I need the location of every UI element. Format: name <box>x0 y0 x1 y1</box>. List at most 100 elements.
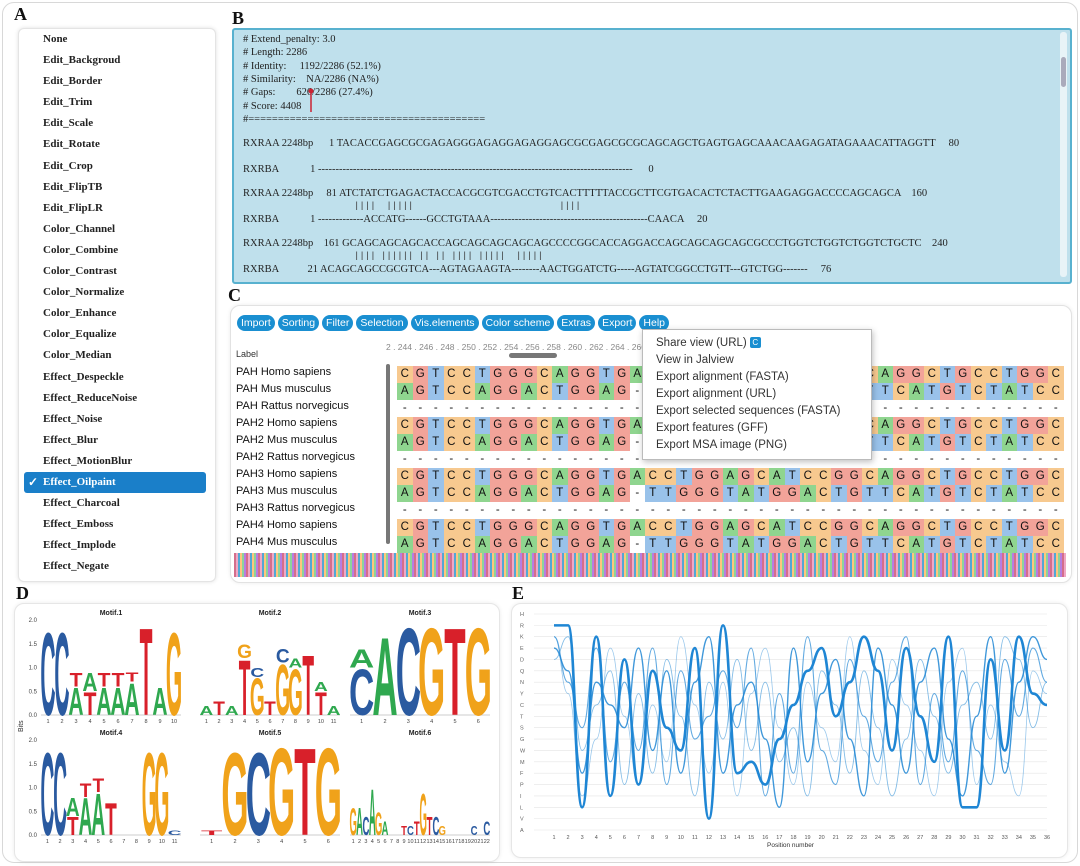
export-menu-item-label: Export alignment (URL) <box>656 388 777 400</box>
y-tick-label: 0.0 <box>29 833 38 839</box>
sequence-label[interactable]: PAH Rattus norvegicus <box>236 400 349 412</box>
residue-cell: A <box>629 519 645 536</box>
effect-menu-item[interactable]: Color_Enhance <box>19 303 215 324</box>
label-divider-handle[interactable] <box>386 364 390 544</box>
export-menu-item[interactable]: Export alignment (URL) <box>643 386 871 403</box>
sequence-label[interactable]: PAH2 Rattus norvegicus <box>236 451 356 463</box>
alignment-output[interactable]: # Extend_penalty: 3.0 # Length: 2286 # Ide… <box>232 28 1072 284</box>
effect-menu-item[interactable]: Color_Normalize <box>19 282 215 303</box>
effect-menu-item[interactable]: Effect_Negate <box>19 556 215 577</box>
toolbar-button[interactable]: Vis.elements <box>410 315 479 331</box>
effect-menu-item[interactable]: Effect_Blur <box>19 430 215 451</box>
sequence-label[interactable]: PAH Mus musculus <box>236 383 332 395</box>
effect-menu-item[interactable]: Edit_Backgroud <box>19 50 215 71</box>
effect-menu-item[interactable]: Color_Equalize <box>19 324 215 345</box>
effect-menu-item[interactable]: Edit_FlipTB <box>19 177 215 198</box>
x-tick-label: 2 <box>60 719 63 725</box>
alignment-query-line: RXRAA 2248bp 81 ATCTATCTGAGACTACCACGCGTC… <box>243 188 928 199</box>
residue-cell: A <box>521 383 537 400</box>
sequence-label[interactable]: PAH2 Homo sapiens <box>236 417 338 429</box>
x-tick-label: 7 <box>637 835 640 841</box>
residue-cell: A <box>769 468 785 485</box>
logo-letter: T <box>112 670 125 691</box>
sequence-label[interactable]: PAH3 Rattus norvegicus <box>236 502 356 514</box>
residue-cell: C <box>536 366 552 383</box>
effect-menu-item[interactable]: ✓ Effect_Oilpaint <box>24 471 206 494</box>
residue-cell: T <box>753 536 769 553</box>
toolbar-button[interactable]: Selection <box>356 315 408 331</box>
export-menu-item[interactable]: Export MSA image (PNG) <box>643 437 871 454</box>
effect-menu-item[interactable]: Effect_ReduceNoise <box>19 388 215 409</box>
effect-menu-item[interactable]: Edit_Crop <box>19 156 215 177</box>
x-tick-label: 21 <box>833 835 839 841</box>
export-menu-item[interactable]: Export selected sequences (FASTA) <box>643 403 871 420</box>
residue-cell: A <box>908 434 924 451</box>
effect-menu-item[interactable]: Edit_Rotate <box>19 134 215 155</box>
logo-letter: A <box>152 679 167 724</box>
y-tick-label: 2.0 <box>29 618 38 624</box>
export-menu-item[interactable]: Export features (GFF) <box>643 420 871 437</box>
effect-menu-item[interactable]: Effect_MotionBlur <box>19 451 215 472</box>
effect-menu-item[interactable]: Color_Contrast <box>19 261 215 282</box>
x-tick-label: 30 <box>959 835 965 841</box>
residue-cell: G <box>505 485 521 502</box>
residue-cell: T <box>1017 536 1033 553</box>
effect-menu-item-label: Color_Combine <box>43 243 119 256</box>
effect-menu-item[interactable]: Color_Channel <box>19 219 215 240</box>
logo-letter: G <box>237 641 252 663</box>
toolbar-button[interactable]: Export <box>598 315 637 331</box>
export-menu-item[interactable]: View in Jalview <box>643 352 871 369</box>
effect-menu-item[interactable]: Edit_Scale <box>19 113 215 134</box>
alignment-overview-bar[interactable] <box>234 553 1066 577</box>
residue-cell: G <box>490 383 506 400</box>
effect-menu-item[interactable]: None <box>19 29 215 50</box>
toolbar-button[interactable]: Import <box>237 315 275 331</box>
effect-menu-item[interactable]: Effect_Implode <box>19 535 215 556</box>
x-tick-label: 8 <box>651 835 654 841</box>
sequence-label[interactable]: PAH4 Mus musculus <box>236 536 338 548</box>
toolbar-button[interactable]: Sorting <box>277 315 320 331</box>
sequence-label[interactable]: PAH4 Homo sapiens <box>236 519 338 531</box>
sequence-label[interactable]: PAH3 Homo sapiens <box>236 468 338 480</box>
toolbar-button[interactable]: Filter <box>322 315 354 331</box>
toolbar-button[interactable]: Help <box>639 315 670 331</box>
msa-viewer: Import Sorting Filter Selection Vis.elements… <box>230 305 1072 583</box>
effect-menu-item[interactable]: Color_Median <box>19 345 215 366</box>
effect-menu-item[interactable]: Color_Combine <box>19 240 215 261</box>
residue-cell: C <box>970 485 986 502</box>
effect-menu-item[interactable]: Effect_Despeckle <box>19 367 215 388</box>
effect-menu-item[interactable]: Edit_Border <box>19 71 215 92</box>
residue-cell: G <box>784 536 800 553</box>
effect-menu-item[interactable]: Effect_Emboss <box>19 514 215 535</box>
residue-cell: C <box>536 434 552 451</box>
export-menu-item[interactable]: Share view (URL) C <box>643 335 871 352</box>
residue-cell: G <box>567 434 583 451</box>
residue-cell: - <box>970 451 986 468</box>
effect-menu-item-label: None <box>43 33 68 45</box>
effect-menu-item[interactable]: Effect_Noise <box>19 409 215 430</box>
toolbar-button[interactable]: Color scheme <box>481 315 555 331</box>
residue-cell: C <box>459 434 475 451</box>
alignment-query-line: RXRAA 2248bp 161 GCAGCAGCAGCACCAGCAGCAGC… <box>243 238 948 249</box>
scrollbar-thumb[interactable] <box>1061 57 1066 87</box>
export-menu-item[interactable]: Export alignment (FASTA) <box>643 369 871 386</box>
residue-cell: - <box>908 400 924 417</box>
y-tick-label: V <box>520 817 524 823</box>
logo-letter: A <box>110 679 125 724</box>
residue-cell: - <box>474 400 490 417</box>
effect-menu-item[interactable]: Effect_Charcoal <box>19 493 215 514</box>
ruler-scroll-thumb[interactable] <box>509 353 557 358</box>
toolbar-button[interactable]: Extras <box>557 315 596 331</box>
x-tick-label: 4 <box>84 839 87 845</box>
effect-menu-item[interactable]: Edit_Trim <box>19 92 215 113</box>
sequence-label[interactable]: PAH2 Mus musculus <box>236 434 338 446</box>
sequence-label[interactable]: PAH3 Mus musculus <box>236 485 338 497</box>
residue-cell: - <box>490 400 506 417</box>
effect-menu-item-label: Color_Normalize <box>43 286 125 299</box>
logo-letter: T <box>84 685 97 722</box>
residue-cell: - <box>614 400 630 417</box>
scrollbar-vertical[interactable] <box>1060 32 1067 277</box>
effect-menu-item[interactable]: Edit_FlipLR <box>19 198 215 219</box>
residue-cell: G <box>893 366 909 383</box>
sequence-label[interactable]: PAH Homo sapiens <box>236 366 332 378</box>
